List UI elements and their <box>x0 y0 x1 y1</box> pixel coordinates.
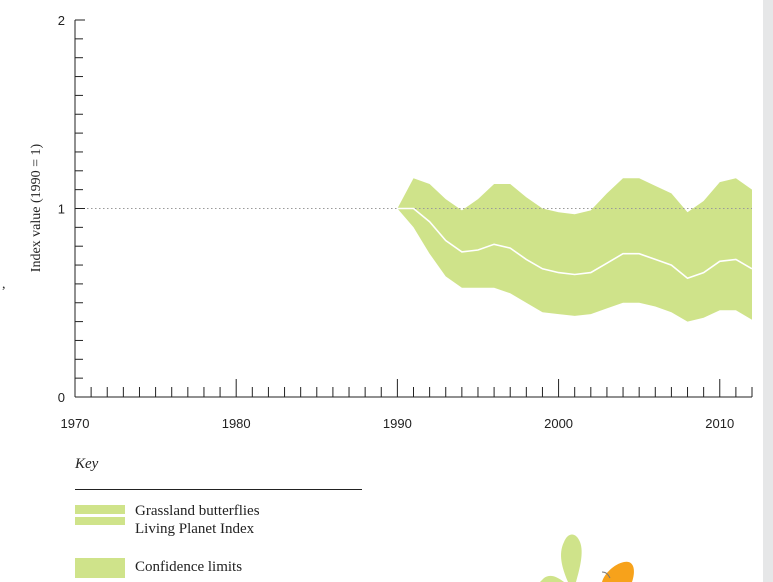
ticks: 1970 1980 1990 2000 2010 0 1 2 <box>58 13 753 431</box>
legend-swatch-lpi-line <box>75 513 125 517</box>
legend-swatch-confidence <box>75 558 125 578</box>
right-page-edge <box>763 0 773 582</box>
x-tick-label: 1980 <box>222 416 251 431</box>
key-title: Key <box>75 456 99 472</box>
x-tick-label: 2010 <box>705 416 734 431</box>
legend-label-lpi: Grassland butterflies Living Planet Inde… <box>135 502 260 538</box>
y-axis-label: Index value (1990 = 1) <box>29 143 44 272</box>
key-divider <box>75 489 362 490</box>
confidence-band <box>397 178 752 322</box>
legend-label-lpi-line2: Living Planet Index <box>135 521 255 537</box>
y-tick-label: 1 <box>58 202 65 217</box>
x-tick-label: 2000 <box>544 416 573 431</box>
y-tick-label: 0 <box>58 390 65 405</box>
y-tick-label: 2 <box>58 13 65 28</box>
butterfly-illustration <box>540 534 634 582</box>
series-line-lpi <box>397 207 753 280</box>
x-tick-label: 1990 <box>383 416 412 431</box>
legend-label-lpi-line1: Grassland butterflies <box>135 503 260 519</box>
cropped-text-fragment: , <box>2 277 6 292</box>
x-tick-label: 1970 <box>61 416 90 431</box>
legend-label-confidence: Confidence limits <box>135 559 243 575</box>
